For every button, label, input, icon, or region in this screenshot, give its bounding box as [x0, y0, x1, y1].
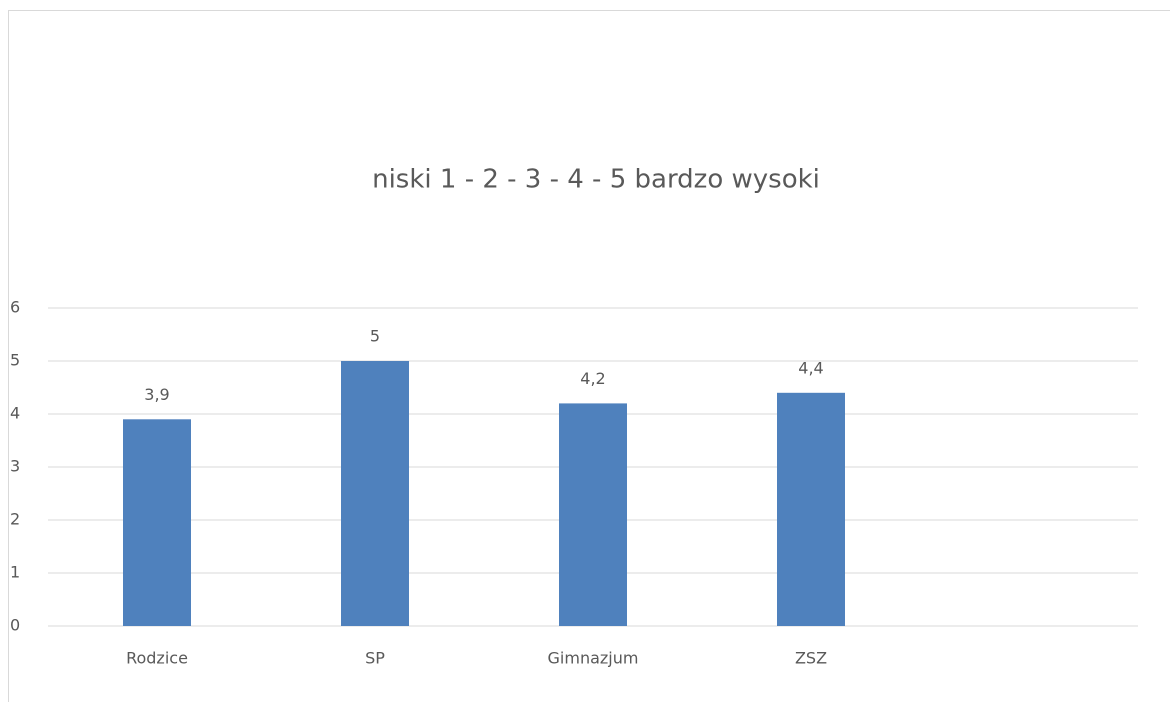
chart-border — [8, 10, 1170, 702]
x-tick-label: ZSZ — [795, 649, 827, 668]
chart-title: niski 1 - 2 - 3 - 4 - 5 bardzo wysoki — [372, 165, 820, 195]
y-tick-label: 6 — [10, 298, 20, 317]
y-tick-label: 2 — [10, 510, 20, 529]
y-tick-label: 5 — [10, 351, 20, 370]
bar — [123, 419, 191, 626]
data-label: 4,2 — [580, 369, 605, 388]
y-tick-label: 4 — [10, 404, 20, 423]
bar — [341, 361, 409, 626]
data-label: 3,9 — [144, 385, 169, 404]
data-label: 4,4 — [798, 358, 823, 377]
bar — [559, 403, 627, 626]
y-tick-label: 3 — [10, 457, 20, 476]
x-tick-label: SP — [365, 649, 385, 668]
y-tick-label: 1 — [10, 563, 20, 582]
x-tick-label: Rodzice — [126, 649, 188, 668]
y-tick-label: 0 — [10, 616, 20, 635]
bar — [777, 392, 845, 626]
data-label: 5 — [370, 327, 380, 346]
x-tick-label: Gimnazjum — [548, 649, 639, 668]
